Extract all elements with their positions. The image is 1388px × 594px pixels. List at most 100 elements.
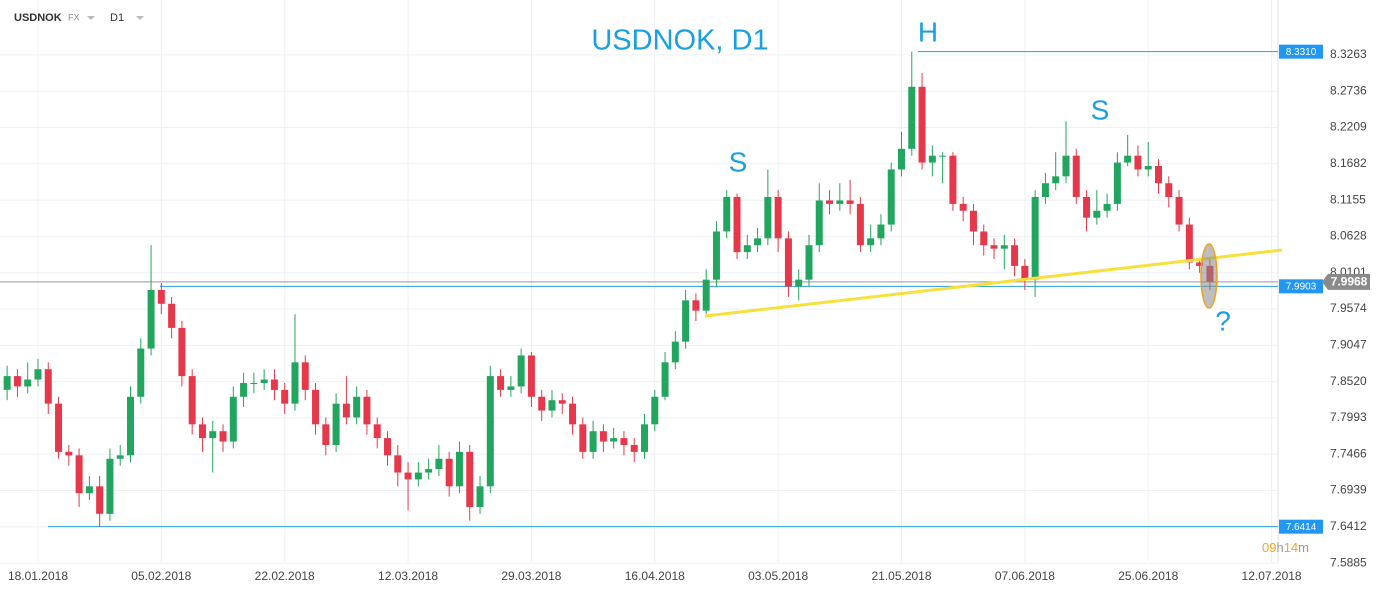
candle-body — [250, 382, 258, 384]
candle-body — [1124, 155, 1132, 163]
candle-body — [281, 389, 289, 404]
annotation-right-s: S — [1091, 94, 1110, 125]
market[interactable]: FX — [68, 12, 80, 22]
level-label-box — [1279, 44, 1323, 59]
candle-body — [188, 376, 196, 425]
x-tick-label: 25.06.2018 — [1118, 569, 1178, 583]
candle-body — [743, 245, 751, 253]
current-price-label: 7.9968 — [1331, 275, 1368, 289]
candle-body — [75, 455, 83, 494]
candle-body — [1103, 203, 1111, 211]
candle-body — [342, 403, 350, 418]
candle-body — [209, 431, 217, 439]
candle-body — [733, 197, 741, 253]
y-tick-label: 7.8520 — [1330, 374, 1367, 388]
y-tick-label: 7.7993 — [1330, 410, 1367, 424]
candle-body — [404, 472, 412, 480]
x-tick-label: 07.06.2018 — [995, 569, 1055, 583]
y-tick-label: 7.7466 — [1330, 446, 1367, 460]
candle-body — [240, 382, 248, 397]
candle-body — [198, 424, 206, 439]
y-tick-label: 7.5885 — [1330, 555, 1367, 569]
candle-body — [65, 451, 73, 456]
y-tick-label: 7.9047 — [1330, 337, 1367, 351]
candle-body — [867, 238, 875, 246]
y-tick-label: 8.2736 — [1330, 83, 1367, 97]
candle-body — [682, 300, 690, 342]
candle-body — [394, 455, 402, 473]
candle-body — [127, 396, 134, 456]
candle-body — [178, 327, 186, 377]
y-tick-label: 8.0628 — [1330, 229, 1367, 243]
timeframe-dropdown[interactable] — [136, 16, 144, 20]
candle-body — [712, 231, 720, 280]
annotation-left-s: S — [729, 146, 748, 177]
y-tick-label: 8.3263 — [1330, 47, 1367, 61]
candle-body — [106, 458, 114, 514]
candle-body — [692, 300, 700, 311]
candle-body — [260, 379, 268, 383]
candle-body — [579, 424, 587, 452]
candle-body — [826, 200, 834, 204]
candle-body — [1196, 262, 1204, 266]
candle-body — [1072, 155, 1080, 198]
candle-body — [795, 279, 803, 287]
level-label: 7.6414 — [1286, 522, 1317, 533]
candle-body — [1155, 166, 1162, 184]
candle-body — [1175, 197, 1183, 225]
candle-body — [497, 376, 505, 390]
candle-body — [137, 348, 145, 397]
candle-body — [558, 400, 566, 404]
candle-body — [96, 486, 104, 514]
candle-body — [702, 279, 710, 311]
candle-body — [332, 403, 340, 445]
candle-body — [754, 238, 762, 246]
candle-body — [856, 203, 864, 246]
labels: 8.32638.27368.22098.16828.11558.06288.01… — [8, 44, 1370, 583]
candles — [3, 51, 1214, 527]
candle-body — [24, 379, 32, 387]
current-price-box — [1322, 273, 1370, 290]
candle-body — [1134, 155, 1142, 170]
candle-body — [877, 224, 885, 239]
candle-body — [641, 424, 648, 452]
candle-body — [815, 200, 823, 246]
x-tick-label: 21.05.2018 — [871, 569, 931, 583]
candle-body — [630, 444, 638, 452]
x-tick-label: 12.03.2018 — [378, 569, 438, 583]
y-tick-label: 8.2209 — [1330, 120, 1367, 134]
candle-body — [1031, 197, 1039, 280]
candle-body — [651, 396, 659, 425]
symbol[interactable]: USDNOK — [14, 12, 62, 24]
candle-body — [229, 396, 237, 442]
countdown-h: h — [1276, 540, 1283, 555]
candle-body — [949, 155, 957, 204]
candle-body — [363, 396, 371, 425]
candle-body — [425, 469, 433, 473]
x-tick-label: 03.05.2018 — [748, 569, 808, 583]
candle-body — [918, 86, 926, 163]
candle-body — [147, 290, 155, 349]
x-tick-label: 12.07.2018 — [1242, 569, 1302, 583]
candle-body — [599, 431, 607, 442]
y-tick-label: 8.1155 — [1330, 192, 1366, 206]
candle-body — [157, 290, 165, 304]
levels — [0, 51, 1278, 528]
candle-body — [1083, 197, 1091, 218]
candle-body — [13, 376, 21, 387]
candle-body — [620, 438, 628, 445]
candle-body — [784, 238, 792, 287]
x-tick-label: 05.02.2018 — [131, 569, 191, 583]
candle-body — [1185, 224, 1193, 263]
candle-body — [3, 376, 11, 390]
candle-body — [1041, 183, 1049, 198]
timeframe[interactable]: D1 — [110, 12, 124, 24]
candle-body — [990, 245, 998, 249]
candle-body — [168, 303, 176, 328]
candle-body — [1011, 245, 1019, 266]
candle-body — [764, 197, 772, 239]
x-tick-label: 29.03.2018 — [501, 569, 561, 583]
market-dropdown[interactable] — [87, 16, 95, 20]
